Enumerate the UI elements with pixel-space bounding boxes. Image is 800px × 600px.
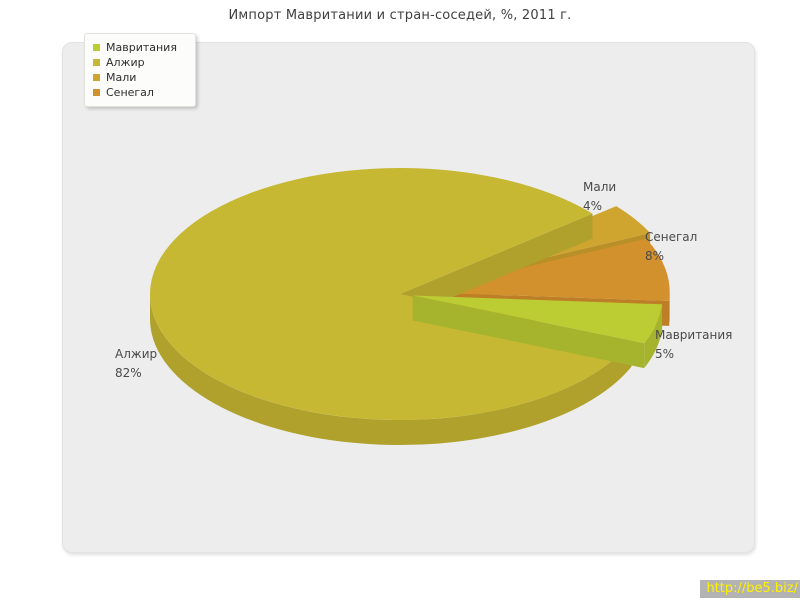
slice-label-value: 82% (115, 366, 142, 380)
source-url-link[interactable]: http://be5.biz/ (700, 580, 800, 598)
plot-background (62, 42, 755, 553)
slice-label-value: 8% (645, 249, 665, 263)
legend-item-senegal: Сенегал (93, 85, 189, 100)
slice-label-senegal: Сенегал 8% (645, 228, 697, 266)
legend-label: Мавритания (106, 41, 177, 54)
slice-label-value: 5% (655, 347, 675, 361)
legend-item-alzhir: Алжир (93, 55, 189, 70)
legend-label: Мали (106, 71, 137, 84)
slice-label-value: 4% (583, 199, 603, 213)
slice-label-name: Сенегал (645, 230, 698, 244)
slice-label-alzhir: Алжир 82% (115, 345, 157, 383)
legend-label: Сенегал (106, 86, 154, 99)
legend-item-mali: Мали (93, 70, 189, 85)
legend-swatch-senegal (93, 89, 100, 96)
slice-label-mavritania: Мавритания 5% (655, 326, 732, 364)
legend-item-mavritania: Мавритания (93, 40, 189, 55)
legend-swatch-alzhir (93, 59, 100, 66)
slice-label-name: Мали (583, 180, 617, 194)
legend-swatch-mavritania (93, 44, 100, 51)
legend-box: Мавритания Алжир Мали Сенегал (84, 33, 196, 107)
chart-title: Импорт Мавритании и стран-соседей, %, 20… (228, 8, 572, 23)
slice-label-name: Мавритания (655, 328, 733, 342)
slice-label-mali: Мали 4% (583, 178, 616, 216)
slice-label-name: Алжир (115, 347, 158, 361)
legend-label: Алжир (106, 56, 145, 69)
legend-swatch-mali (93, 74, 100, 81)
